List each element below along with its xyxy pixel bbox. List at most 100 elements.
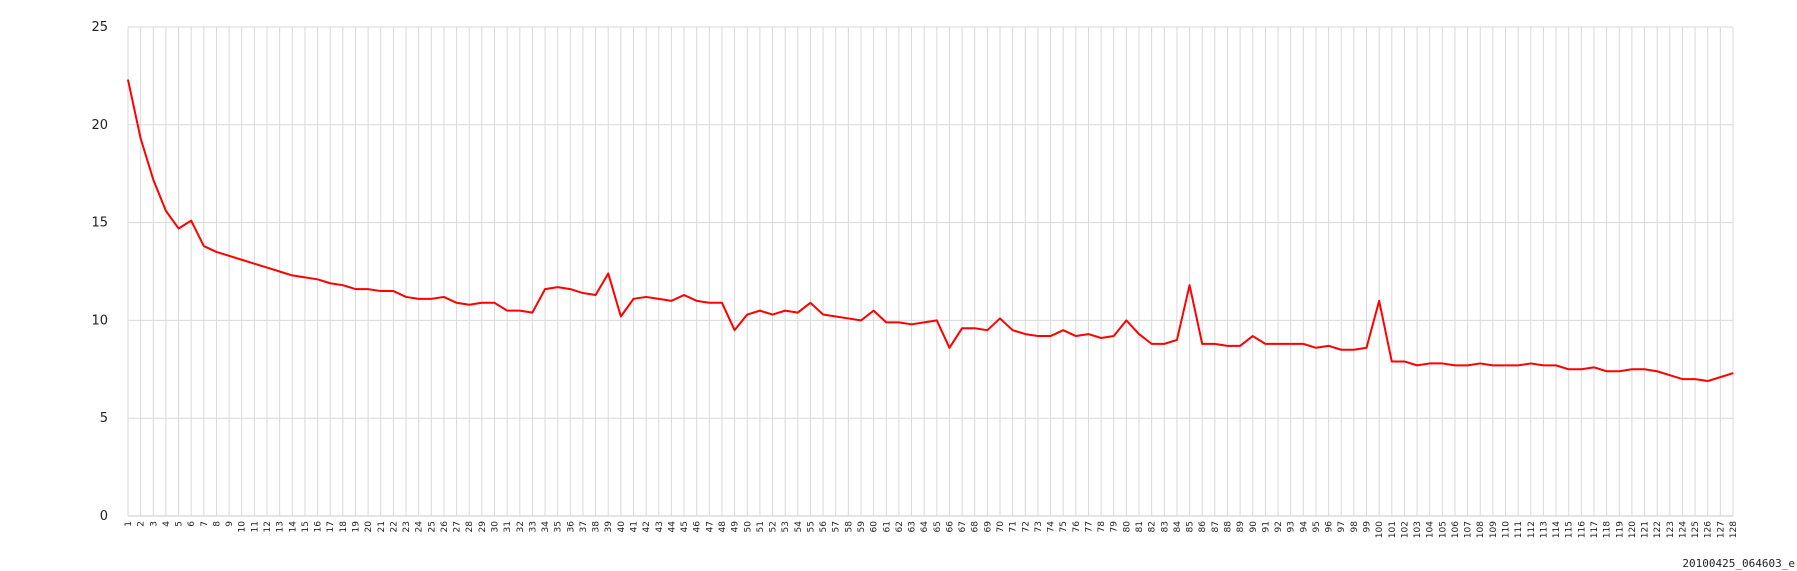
x-tick-label: 113: [1539, 521, 1549, 538]
data-point: [544, 288, 546, 290]
x-tick-label: 86: [1198, 521, 1208, 533]
data-point: [1719, 376, 1721, 378]
data-point: [291, 274, 293, 277]
data-point: [506, 310, 508, 312]
data-point: [1315, 347, 1317, 349]
x-tick-label: 121: [1641, 521, 1651, 538]
data-point: [1188, 284, 1191, 286]
x-tick-label: 20: [364, 521, 374, 533]
x-tick-label: 80: [1122, 521, 1132, 533]
x-tick-label: 75: [1059, 521, 1069, 532]
data-point: [847, 317, 849, 320]
x-tick-label: 59: [857, 521, 867, 533]
data-point: [670, 300, 673, 302]
x-tick-label: 99: [1363, 521, 1373, 533]
x-tick-label: 12: [263, 521, 273, 532]
x-tick-label: 57: [832, 521, 842, 532]
data-point: [316, 278, 319, 280]
data-point: [1593, 366, 1595, 368]
x-tick-label: 110: [1502, 521, 1512, 538]
x-tick-label: 32: [516, 521, 526, 532]
x-tick-label: 50: [743, 521, 753, 533]
x-tick-label: 37: [579, 521, 589, 532]
x-tick-label: 1: [124, 521, 134, 527]
x-tick-label: 92: [1274, 521, 1284, 532]
data-point: [1504, 364, 1507, 366]
x-tick-label: 89: [1236, 521, 1246, 533]
data-point: [1201, 343, 1203, 345]
data-point: [999, 317, 1001, 320]
data-point: [1277, 343, 1279, 345]
x-tick-label: 24: [415, 521, 425, 533]
data-point: [1125, 319, 1127, 321]
x-tick-label: 98: [1350, 521, 1360, 533]
data-point: [557, 286, 559, 288]
x-tick-label: 41: [630, 521, 640, 532]
x-tick-label: 91: [1261, 521, 1271, 532]
data-point: [1075, 335, 1077, 337]
data-point: [127, 79, 129, 81]
x-gridlines: [127, 27, 1734, 516]
x-tick-label: 9: [225, 521, 235, 527]
x-tick-label: 61: [882, 521, 892, 532]
x-tick-label: 47: [705, 521, 715, 532]
data-point: [241, 259, 243, 261]
data-point: [1302, 343, 1304, 345]
data-point: [1264, 343, 1267, 345]
data-point: [1656, 370, 1658, 372]
x-tick-label: 72: [1021, 521, 1031, 532]
data-point: [152, 178, 154, 181]
x-tick-label: 105: [1438, 521, 1448, 538]
x-tick-label: 96: [1325, 521, 1335, 533]
x-tick-label: 27: [453, 521, 463, 532]
x-tick-label: 40: [617, 521, 627, 533]
x-tick-label: 39: [604, 521, 614, 533]
x-tick-label: 93: [1287, 521, 1297, 532]
x-tick-label: 101: [1388, 521, 1398, 538]
data-point: [1113, 335, 1115, 337]
data-point: [771, 313, 774, 316]
x-tick-label: 56: [819, 521, 829, 533]
x-tick-label: 76: [1072, 521, 1082, 533]
data-point: [1580, 368, 1582, 370]
x-tick-label: 43: [655, 521, 665, 532]
y-tick-label: 0: [100, 509, 108, 524]
data-point: [1290, 343, 1292, 345]
data-point: [1555, 364, 1557, 366]
x-tick-label: 117: [1590, 521, 1600, 538]
data-point: [190, 220, 192, 222]
data-point: [1378, 300, 1380, 302]
x-tick-label: 28: [465, 521, 475, 533]
data-point: [1100, 337, 1102, 339]
data-point: [1037, 335, 1039, 337]
data-point: [1365, 347, 1368, 349]
x-tick-label: 23: [402, 521, 412, 532]
data-point: [1618, 370, 1620, 372]
x-tick-label: 126: [1704, 521, 1714, 538]
data-point: [1176, 339, 1178, 341]
data-point: [1568, 368, 1570, 370]
x-tick-label: 94: [1299, 521, 1309, 533]
data-point: [519, 310, 521, 312]
x-tick-label: 81: [1135, 521, 1145, 532]
x-tick-label: 90: [1249, 521, 1259, 533]
x-tick-label: 15: [301, 521, 311, 532]
data-point: [1669, 374, 1671, 376]
data-point: [923, 321, 925, 323]
data-point: [708, 302, 710, 304]
x-tick-label: 19: [351, 521, 361, 533]
data-point: [784, 310, 786, 312]
x-tick-label: 13: [276, 521, 286, 532]
data-point: [1226, 345, 1229, 347]
y-tick-label: 5: [100, 411, 108, 426]
x-tick-label: 48: [718, 521, 728, 533]
x-tick-label: 60: [870, 521, 880, 533]
x-tick-label: 125: [1691, 521, 1701, 538]
x-tick-label: 122: [1653, 521, 1663, 538]
x-tick-label: 55: [806, 521, 816, 532]
x-tick-label: 6: [187, 521, 197, 527]
data-point: [1340, 349, 1342, 351]
series-layer: [127, 79, 1734, 383]
data-point: [683, 294, 685, 296]
